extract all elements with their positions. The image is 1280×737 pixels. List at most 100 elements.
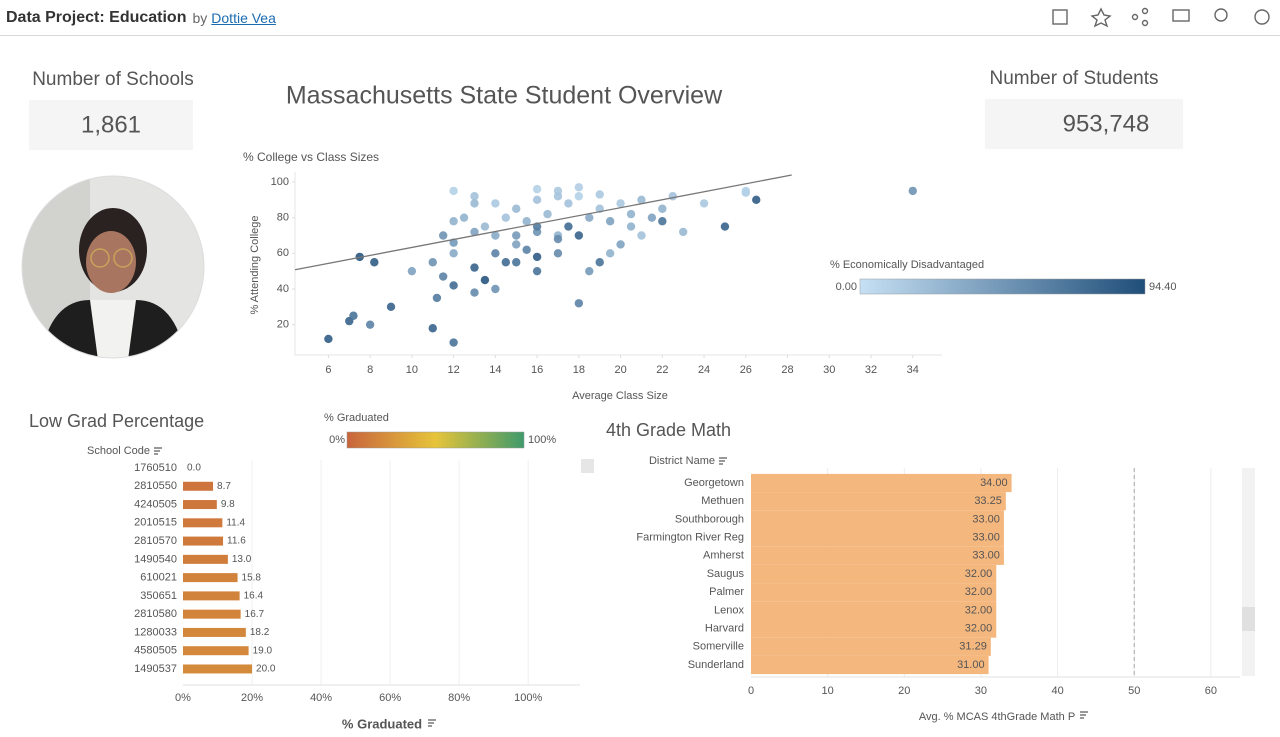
x-axis-label: Average Class Size — [572, 390, 668, 402]
icon[interactable] — [1052, 9, 1068, 25]
x-tick-label: 20 — [898, 685, 910, 697]
bar — [183, 609, 241, 619]
bar — [751, 583, 997, 602]
category-label: Somerville — [693, 641, 744, 653]
scatter-point — [574, 231, 584, 240]
chart-title: 4th Grade Math — [606, 420, 731, 440]
scatter-point — [501, 258, 510, 267]
value-label: 31.29 — [959, 641, 987, 653]
scatter-point — [720, 222, 730, 231]
scatter-point — [637, 195, 646, 205]
category-label: 4240505 — [134, 498, 177, 510]
value-label: 33.25 — [974, 495, 1002, 507]
sort-icon[interactable] — [428, 719, 436, 727]
bar — [183, 481, 214, 491]
color-legend — [859, 278, 1146, 295]
category-header: District Name — [649, 455, 715, 467]
color-legend — [346, 431, 525, 449]
scatter-point — [365, 320, 375, 329]
bar — [183, 536, 224, 546]
x-tick-label: 24 — [698, 364, 710, 376]
scatter-point — [480, 275, 490, 285]
y-tick-label: 80 — [277, 212, 289, 224]
value-label: 32.00 — [965, 568, 993, 580]
y-tick-label: 60 — [277, 247, 289, 259]
scatter-point — [532, 184, 542, 194]
bar — [183, 573, 238, 583]
trend-line — [294, 174, 792, 271]
icon[interactable] — [1254, 9, 1270, 25]
category-label: 2810550 — [134, 480, 177, 492]
x-tick-label: 18 — [573, 364, 585, 376]
category-label: Sunderland — [688, 659, 744, 671]
icon[interactable] — [1172, 9, 1190, 22]
sort-icon[interactable] — [154, 447, 162, 455]
legend-max: 100% — [528, 434, 556, 446]
scatter-point — [741, 186, 751, 196]
bar — [751, 619, 997, 638]
scrollbar[interactable] — [581, 459, 594, 473]
icon[interactable] — [1214, 8, 1228, 22]
category-label: 350651 — [140, 590, 177, 602]
scatter-point — [470, 199, 479, 208]
icon[interactable] — [1131, 7, 1149, 27]
x-tick-label: 34 — [907, 364, 919, 376]
x-tick-label: 30 — [975, 685, 987, 697]
value-label: 15.8 — [242, 572, 262, 583]
x-tick-label: 28 — [781, 364, 793, 376]
bar — [183, 554, 228, 564]
kpi-box — [29, 100, 193, 150]
profile-photo — [22, 176, 204, 358]
scatter-point — [908, 186, 917, 196]
scrollbar[interactable] — [1242, 468, 1255, 676]
scatter-point — [324, 334, 333, 344]
scatter-point — [470, 263, 479, 272]
sort-icon[interactable] — [1080, 711, 1088, 719]
category-label: 1490537 — [134, 663, 177, 675]
y-tick-label: 40 — [277, 283, 289, 295]
kpi-value: 953,748 — [1063, 110, 1150, 137]
scatter-point — [449, 281, 458, 290]
category-label: 1490540 — [134, 553, 177, 565]
sort-icon[interactable] — [719, 457, 727, 465]
x-tick-label: 60% — [379, 692, 401, 704]
header-icons — [1052, 7, 1270, 28]
scatter-point — [752, 195, 761, 205]
scatter-point — [553, 249, 563, 258]
value-label: 32.00 — [965, 586, 993, 598]
category-label: Lenox — [714, 604, 744, 616]
legend-min: 0.00 — [836, 281, 857, 293]
y-tick-label: 100 — [271, 176, 289, 188]
scatter-point — [428, 258, 437, 267]
scrollbar-thumb[interactable] — [1242, 607, 1255, 631]
scatter-point — [512, 240, 521, 249]
x-tick-label: 30 — [823, 364, 835, 376]
author-link[interactable]: Dottie Vea — [211, 9, 276, 26]
bar — [751, 564, 997, 584]
x-tick-label: 0 — [748, 685, 754, 697]
scatter-point — [522, 245, 531, 254]
value-label: 34.00 — [980, 477, 1008, 489]
scatter-point — [470, 288, 479, 297]
value-label: 8.7 — [217, 481, 231, 492]
icon[interactable] — [1090, 7, 1112, 28]
scatter-point — [491, 249, 500, 258]
scatter-point — [574, 299, 584, 308]
x-tick-label: 40 — [1051, 685, 1063, 697]
scatter-point — [501, 213, 510, 222]
scatter-point — [564, 222, 573, 231]
scatter-point — [449, 249, 458, 258]
legend-title: % Graduated — [324, 412, 389, 424]
value-label: 33.00 — [972, 532, 1000, 544]
scatter-point — [512, 258, 521, 267]
category-label: Methuen — [701, 495, 744, 507]
x-tick-label: 14 — [489, 364, 501, 376]
scatter-point — [449, 338, 458, 347]
y-tick-label: 20 — [277, 319, 289, 331]
category-label: 4580505 — [134, 645, 177, 657]
value-label: 31.00 — [957, 659, 985, 671]
scatter-point — [543, 209, 552, 219]
scatter-point — [459, 213, 469, 222]
x-tick-label: 22 — [656, 364, 668, 376]
bar — [751, 510, 1004, 529]
